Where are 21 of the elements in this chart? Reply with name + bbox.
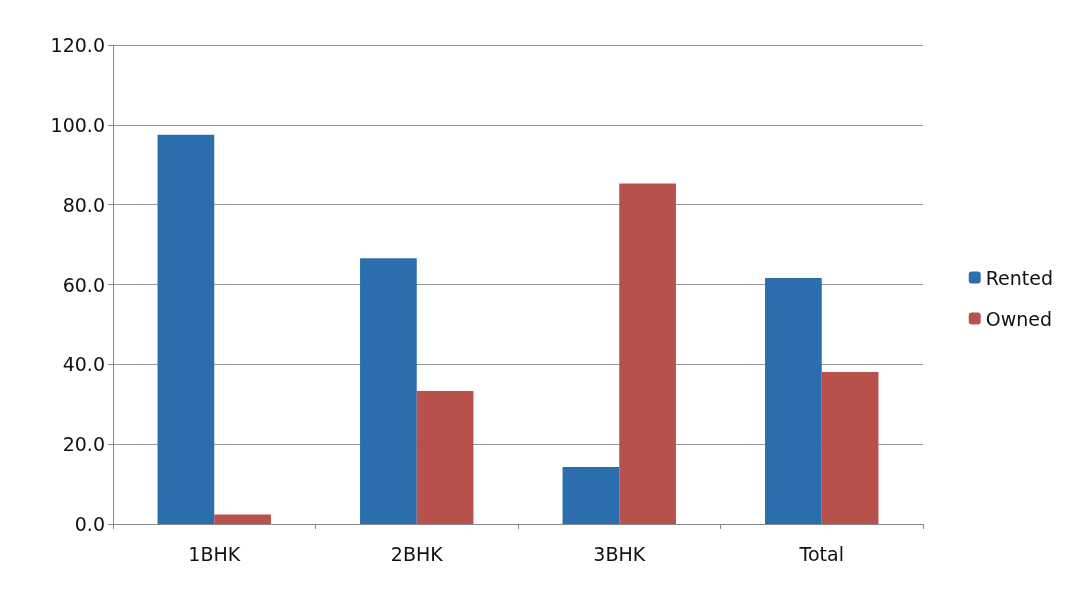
y-tick-label: 60.0: [62, 273, 105, 296]
y-tick-label: 40.0: [62, 353, 105, 376]
bar: [765, 278, 822, 524]
y-tick-label: 120.0: [50, 34, 105, 56]
bar: [214, 514, 271, 524]
x-tick-label: 1BHK: [188, 542, 241, 565]
bar: [416, 391, 474, 524]
y-tick-label: 100.0: [50, 113, 105, 136]
legend-label: Owned: [985, 307, 1053, 330]
x-tick-label: 2BHK: [390, 542, 444, 565]
bar: [619, 183, 676, 524]
x-tick-label: Total: [798, 542, 844, 565]
bar: [562, 466, 620, 524]
bar: [821, 371, 879, 524]
bar: [360, 258, 417, 524]
bar: [157, 134, 215, 524]
x-tick-label: 3BHK: [593, 542, 646, 565]
y-tick-label: 0.0: [74, 513, 105, 535]
y-tick-label: 80.0: [62, 193, 105, 216]
legend-label: Rented: [985, 266, 1053, 289]
y-tick-label: 20.0: [62, 433, 105, 456]
